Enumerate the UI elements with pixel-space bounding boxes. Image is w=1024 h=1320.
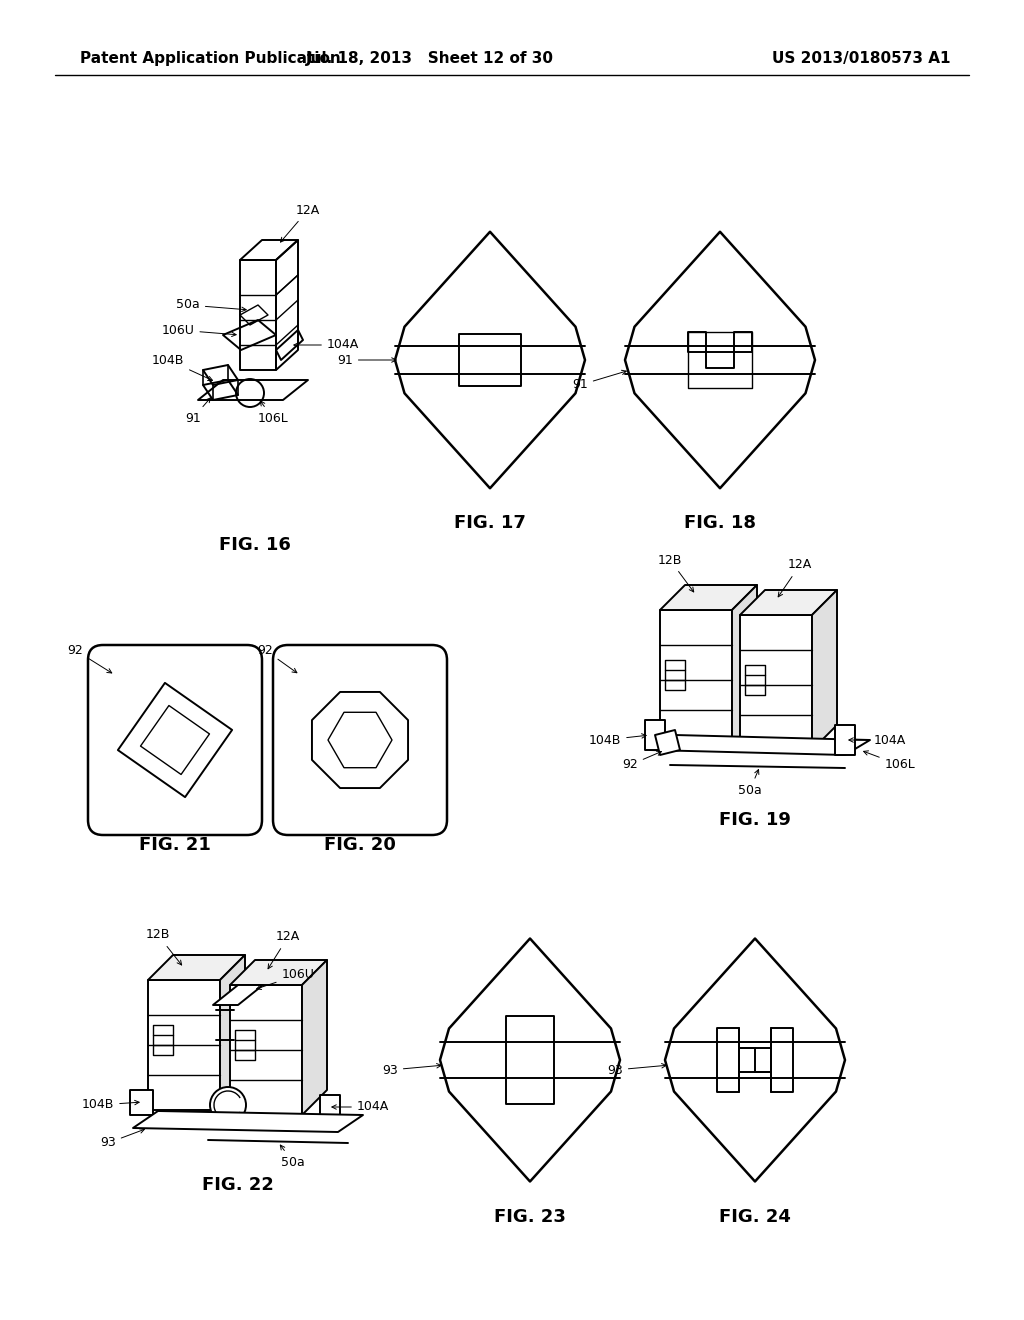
Polygon shape: [655, 730, 680, 755]
Text: 106U: 106U: [257, 969, 314, 990]
Text: FIG. 22: FIG. 22: [202, 1176, 274, 1195]
Polygon shape: [660, 585, 757, 610]
Polygon shape: [812, 590, 837, 750]
Text: Jul. 18, 2013   Sheet 12 of 30: Jul. 18, 2013 Sheet 12 of 30: [306, 50, 554, 66]
Polygon shape: [688, 333, 752, 368]
Text: US 2013/0180573 A1: US 2013/0180573 A1: [771, 50, 950, 66]
Text: 104B: 104B: [82, 1098, 139, 1111]
Polygon shape: [213, 985, 263, 1005]
Text: FIG. 16: FIG. 16: [219, 536, 291, 554]
Text: 93: 93: [382, 1064, 441, 1077]
Polygon shape: [230, 985, 302, 1115]
Polygon shape: [148, 954, 245, 979]
Polygon shape: [230, 960, 327, 985]
Text: 93: 93: [100, 1129, 144, 1150]
Text: 92: 92: [68, 644, 112, 673]
Polygon shape: [319, 1096, 340, 1119]
FancyBboxPatch shape: [88, 645, 262, 836]
Polygon shape: [660, 610, 732, 744]
Polygon shape: [220, 954, 245, 1110]
Text: 106L: 106L: [258, 401, 289, 425]
Polygon shape: [130, 1090, 153, 1115]
Text: FIG. 19: FIG. 19: [719, 810, 791, 829]
Polygon shape: [645, 719, 665, 750]
Text: 104A: 104A: [294, 338, 359, 351]
Polygon shape: [148, 979, 220, 1110]
Text: 106U: 106U: [162, 323, 237, 337]
Polygon shape: [302, 960, 327, 1115]
Text: 91: 91: [185, 397, 211, 425]
Polygon shape: [650, 735, 870, 755]
Polygon shape: [459, 334, 521, 385]
Text: Patent Application Publication: Patent Application Publication: [80, 50, 341, 66]
Circle shape: [210, 1086, 246, 1123]
Text: 93: 93: [607, 1064, 667, 1077]
Text: 106L: 106L: [863, 751, 915, 771]
Text: 92: 92: [257, 644, 297, 673]
Text: FIG. 18: FIG. 18: [684, 515, 756, 532]
Text: 12A: 12A: [281, 203, 321, 242]
Text: 91: 91: [337, 354, 396, 367]
Text: 104A: 104A: [849, 734, 906, 747]
Polygon shape: [665, 939, 845, 1181]
Text: 50a: 50a: [281, 1144, 305, 1168]
Text: FIG. 23: FIG. 23: [494, 1208, 566, 1225]
Text: 50a: 50a: [738, 770, 762, 796]
Text: FIG. 21: FIG. 21: [139, 836, 211, 854]
Text: FIG. 17: FIG. 17: [454, 515, 526, 532]
Text: 104B: 104B: [152, 354, 213, 380]
Polygon shape: [740, 590, 837, 615]
Text: 91: 91: [572, 371, 627, 392]
Polygon shape: [395, 232, 585, 488]
Polygon shape: [717, 1028, 739, 1092]
Text: 104A: 104A: [332, 1101, 389, 1114]
Polygon shape: [506, 1016, 554, 1104]
Polygon shape: [732, 585, 757, 744]
FancyBboxPatch shape: [273, 645, 447, 836]
Polygon shape: [440, 939, 620, 1181]
Polygon shape: [835, 725, 855, 755]
Text: 50a: 50a: [176, 298, 246, 312]
Text: 12B: 12B: [657, 553, 693, 591]
Polygon shape: [133, 1111, 362, 1133]
Text: 92: 92: [623, 751, 662, 771]
Polygon shape: [740, 615, 812, 750]
Text: FIG. 24: FIG. 24: [719, 1208, 791, 1225]
Text: 12A: 12A: [268, 931, 300, 969]
Polygon shape: [625, 232, 815, 488]
Polygon shape: [312, 692, 408, 788]
Polygon shape: [771, 1028, 793, 1092]
Text: FIG. 20: FIG. 20: [324, 836, 396, 854]
Polygon shape: [118, 682, 232, 797]
Text: 104B: 104B: [589, 734, 646, 747]
Text: 12A: 12A: [778, 558, 812, 597]
Text: 12B: 12B: [145, 928, 181, 965]
